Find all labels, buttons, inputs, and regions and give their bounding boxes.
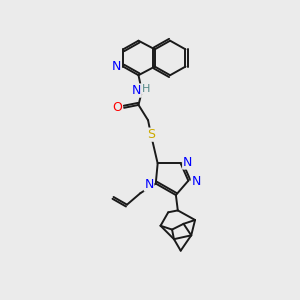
Text: H: H xyxy=(142,84,150,94)
Text: S: S xyxy=(147,128,155,141)
Text: O: O xyxy=(112,101,122,114)
Text: N: N xyxy=(183,156,192,169)
Text: N: N xyxy=(144,178,154,191)
Text: N: N xyxy=(191,175,201,188)
Text: N: N xyxy=(112,60,121,73)
Text: N: N xyxy=(132,84,141,97)
